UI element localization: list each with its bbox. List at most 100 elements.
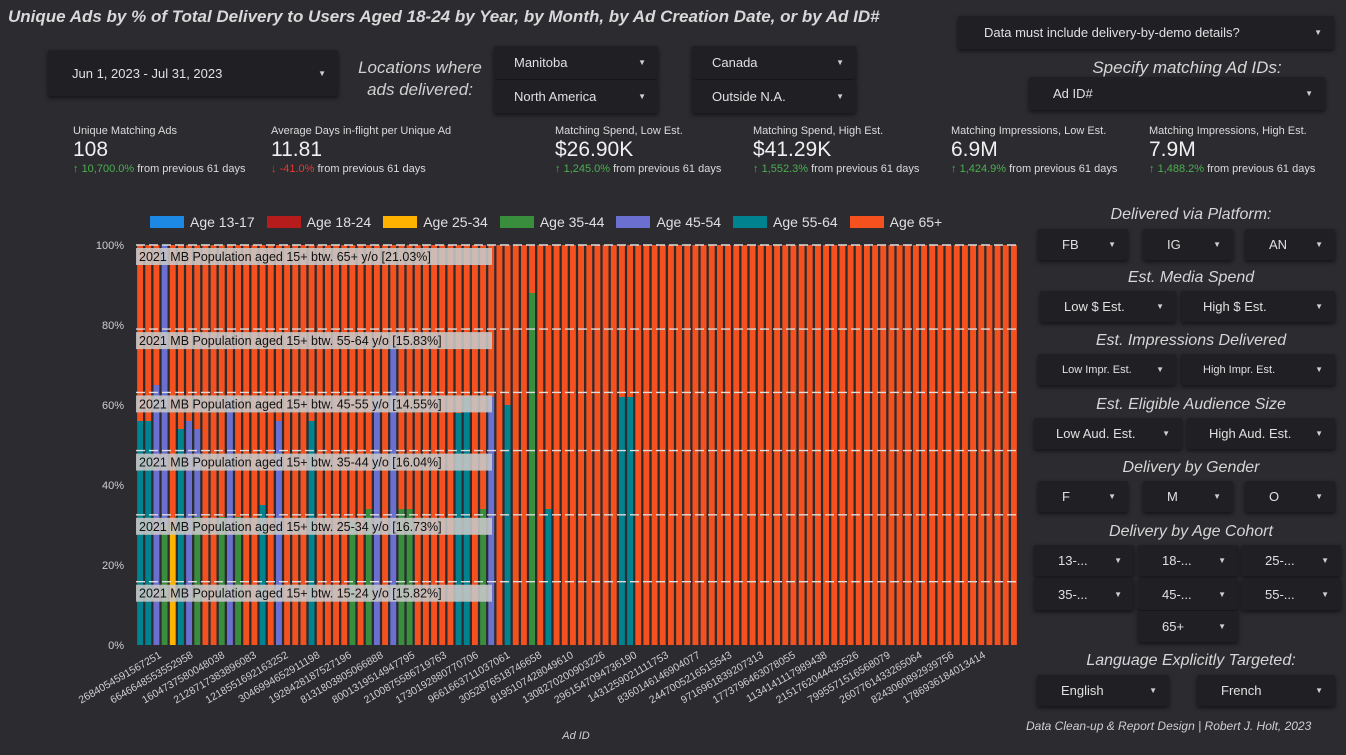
bar-segment (643, 245, 650, 645)
outside-na-filter[interactable]: Outside N.A. ▼ (692, 80, 856, 113)
bar-segment (651, 245, 658, 645)
high-aud-label: High Aud. Est. (1209, 426, 1292, 441)
date-range-picker[interactable]: Jun 1, 2023 - Jul 31, 2023 ▼ (48, 50, 338, 96)
legend-item-age-25-34[interactable]: Age 25-34 (383, 214, 488, 230)
bar-segment (324, 245, 331, 645)
reference-label-bg (136, 395, 492, 413)
bar-segment (823, 245, 830, 645)
age-25-filter[interactable]: 25-... ▼ (1241, 545, 1341, 576)
platform-ig-filter[interactable]: IG ▼ (1143, 229, 1233, 260)
kpi-change: ↑ 1,552.3% from previous 61 days (753, 163, 920, 175)
gender-label: Delivery by Gender (1122, 459, 1260, 476)
high-aud-filter[interactable]: High Aud. Est. ▼ (1187, 418, 1335, 449)
kpi-avg-days: Average Days in-flight per Unique Ad 11.… (271, 125, 451, 175)
kpi-change: ↓ -41.0% from previous 61 days (271, 163, 426, 175)
legend-label: Age 35-44 (539, 214, 605, 230)
high-spend-filter[interactable]: High $ Est. ▼ (1181, 291, 1335, 322)
chevron-down-icon: ▼ (1315, 365, 1323, 374)
legend-swatch (733, 216, 768, 228)
y-tick-label: 0% (108, 640, 124, 652)
bar-segment (529, 245, 536, 293)
y-tick-label: 40% (102, 480, 124, 492)
legend-item-age-35-44[interactable]: Age 35-44 (499, 214, 605, 230)
bar-segment (1010, 245, 1017, 645)
bar-segment (480, 245, 487, 509)
legend-item-age-55-64[interactable]: Age 55-64 (733, 214, 838, 230)
legend-item-age-65-plus[interactable]: Age 65+ (849, 214, 942, 230)
french-filter[interactable]: French ▼ (1197, 675, 1335, 706)
legend-item-age-13-17[interactable]: Age 13-17 (150, 214, 255, 230)
low-spend-filter[interactable]: Low $ Est. ▼ (1040, 291, 1176, 322)
legend-item-age-18-24[interactable]: Age 18-24 (266, 214, 371, 230)
bar-segment (382, 245, 389, 645)
kpi-change-suffix: from previous 61 days (317, 163, 426, 175)
kpi-label: Matching Spend, Low Est. (555, 125, 683, 137)
y-tick-label: 100% (96, 240, 124, 252)
bar-segment (480, 509, 487, 645)
low-impr-filter[interactable]: Low Impr. Est. ▼ (1038, 354, 1176, 385)
bar-segment (863, 245, 870, 645)
y-tick-label: 60% (102, 400, 124, 412)
legend-label: Age 45-54 (656, 214, 722, 230)
bar-segment (765, 245, 772, 645)
english-filter[interactable]: English ▼ (1037, 675, 1169, 706)
bar-segment (177, 429, 184, 645)
age-25-label: 25-... (1265, 553, 1295, 568)
bar-segment (512, 245, 519, 645)
age-55-filter[interactable]: 55-... ▼ (1241, 579, 1341, 610)
manitoba-filter[interactable]: Manitoba ▼ (494, 46, 658, 79)
chevron-down-icon: ▼ (1218, 590, 1226, 599)
canada-filter[interactable]: Canada ▼ (692, 46, 856, 79)
bar-segment (431, 245, 438, 645)
impressions-label: Est. Impressions Delivered (1095, 332, 1287, 349)
kpi-spend-low: Matching Spend, Low Est. $26.90K ↑ 1,245… (555, 125, 721, 175)
kpi-change-suffix: from previous 61 days (1009, 163, 1118, 175)
bar-segment (316, 245, 323, 645)
bar-segment (635, 245, 642, 645)
high-impr-filter[interactable]: High Impr. Est. ▼ (1181, 354, 1335, 385)
kpi-change: ↑ 1,424.9% from previous 61 days (951, 163, 1118, 175)
chevron-down-icon: ▼ (318, 68, 326, 78)
bar-segment (586, 245, 593, 645)
age-13-filter[interactable]: 13-... ▼ (1034, 545, 1134, 576)
demo-details-filter[interactable]: Data must include delivery-by-demo detai… (958, 16, 1334, 49)
y-tick-label: 20% (102, 560, 124, 572)
bar-segment (520, 245, 527, 645)
chevron-down-icon: ▼ (1321, 590, 1329, 599)
bar-segment (447, 245, 454, 645)
chevron-down-icon: ▼ (638, 92, 646, 101)
reference-lines: 2021 MB Population aged 15+ btw. 65+ y/o… (136, 244, 1018, 602)
low-aud-filter[interactable]: Low Aud. Est. ▼ (1034, 418, 1182, 449)
bar-segment (455, 245, 462, 413)
date-range-label: Jun 1, 2023 - Jul 31, 2023 (72, 65, 223, 81)
bar-segment (537, 245, 544, 645)
kpi-spend-high: Matching Spend, High Est. $41.29K ↑ 1,55… (753, 125, 919, 175)
low-aud-label: Low Aud. Est. (1056, 426, 1136, 441)
bar-segment (847, 245, 854, 645)
legend-item-age-45-54[interactable]: Age 45-54 (616, 214, 721, 230)
age-45-filter[interactable]: 45-... ▼ (1138, 579, 1238, 610)
age-13-label: 13-... (1058, 553, 1088, 568)
gender-o-filter[interactable]: O ▼ (1245, 481, 1335, 512)
kpi-change: ↑ 1,488.2% from previous 61 days (1149, 163, 1316, 175)
kpi-value: 6.9M (951, 138, 998, 161)
ad-id-filter[interactable]: Ad ID# ▼ (1029, 77, 1325, 110)
kpi-change-suffix: from previous 61 days (137, 163, 246, 175)
reference-line-label: 2021 MB Population aged 15+ btw. 35-44 y… (139, 456, 442, 470)
spend-label: Est. Media Spend (1127, 269, 1255, 286)
bar-segment (406, 509, 413, 645)
kpi-unique-ads: Unique Matching Ads 108 ↑ 10,700.0% from… (73, 125, 245, 175)
bar-segment (169, 245, 176, 525)
age-18-filter[interactable]: 18-... ▼ (1138, 545, 1238, 576)
age-65-filter[interactable]: 65+ ▼ (1138, 611, 1238, 642)
platform-an-filter[interactable]: AN ▼ (1245, 229, 1335, 260)
age-18-label: 18-... (1162, 553, 1192, 568)
north-america-filter[interactable]: North America ▼ (494, 80, 658, 113)
platform-fb-filter[interactable]: FB ▼ (1038, 229, 1128, 260)
age-35-filter[interactable]: 35-... ▼ (1034, 579, 1134, 610)
gender-f-filter[interactable]: F ▼ (1038, 481, 1128, 512)
gender-m-filter[interactable]: M ▼ (1143, 481, 1233, 512)
bar-segment (814, 245, 821, 645)
chevron-down-icon: ▼ (836, 58, 844, 67)
bar-segment (349, 521, 356, 645)
